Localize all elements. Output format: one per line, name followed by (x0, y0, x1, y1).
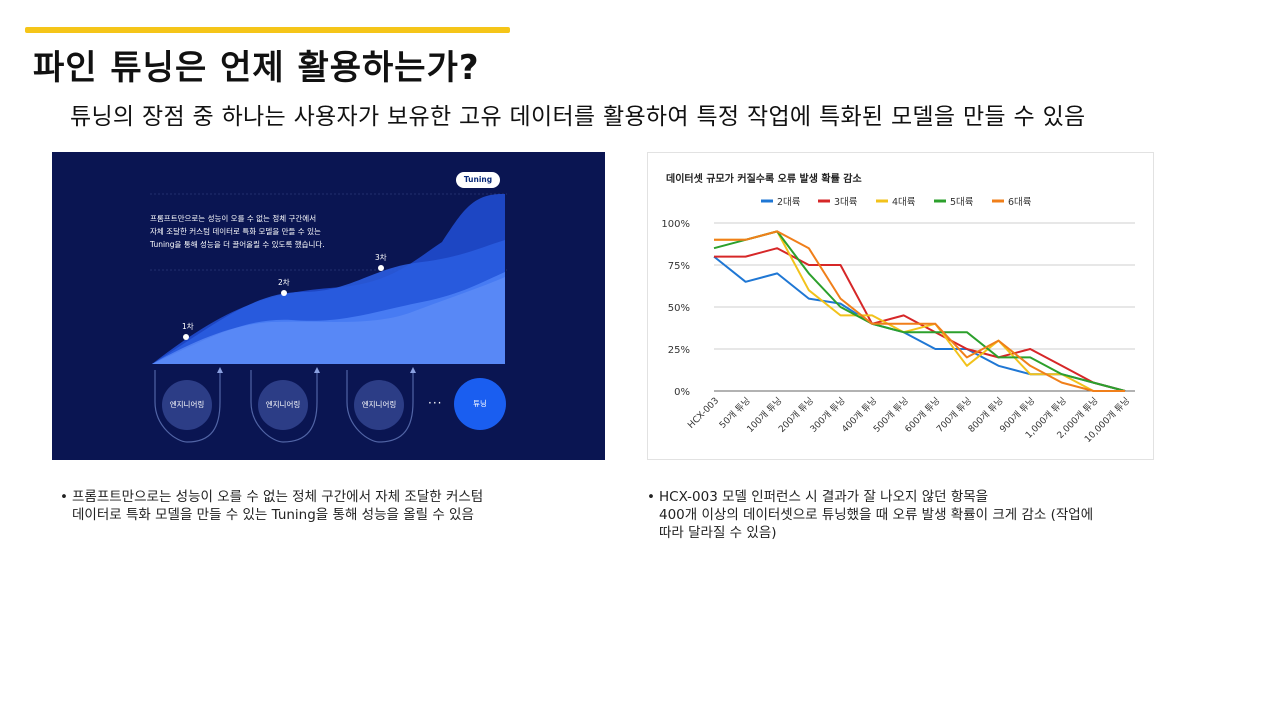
stage-label-3: 3차 (375, 253, 387, 262)
stage-label-2: 2차 (278, 278, 290, 287)
y-tick-label: 75% (668, 261, 690, 272)
series-line (714, 230, 1125, 392)
panel-description-line: 프롬프트만으로는 성능이 오를 수 없는 정체 구간에서 (150, 214, 317, 223)
bullet-icon: • (60, 489, 68, 505)
panel-description-line: Tuning을 통해 성능을 더 끌어올릴 수 있도록 했습니다. (150, 240, 325, 249)
tuning-tag: Tuning (456, 172, 500, 188)
error-rate-chart: 데이터셋 규모가 커질수록 오류 발생 확률 감소 2대륙 3대륙 4대륙 5대륙 6대륙… (647, 152, 1154, 460)
tuning-illustration: 프롬프트만으로는 성능이 오를 수 없는 정체 구간에서 자체 조달한 커스텀 … (52, 152, 605, 460)
y-tick-label: 50% (668, 303, 690, 314)
chart-canvas: 데이터셋 규모가 커질수록 오류 발생 확률 감소 2대륙 3대륙 4대륙 5대륙 6대륙… (661, 172, 1135, 445)
slide-subtitle: 튜닝의 장점 중 하나는 사용자가 보유한 고유 데이터를 활용하여 특정 작업… (70, 104, 1086, 130)
engineering-node: 엔지니어링 (354, 380, 404, 430)
left-note-line: 데이터로 특화 모델을 만들 수 있는 Tuning을 통해 성능을 올릴 수 … (72, 507, 474, 523)
left-note-line: 프롬프트만으로는 성능이 오를 수 없는 정체 구간에서 자체 조달한 커스텀 (72, 489, 484, 505)
y-tick-label: 0% (674, 387, 690, 398)
left-note: • 프롬프트만으로는 성능이 오를 수 없는 정체 구간에서 자체 조달한 커스… (60, 488, 484, 524)
bullet-icon: • (647, 489, 655, 505)
engineering-node: 엔지니어링 (258, 380, 308, 430)
slide-title: 파인 튜닝은 언제 활용하는가? (33, 48, 480, 88)
panel-description: 프롬프트만으로는 성능이 오를 수 없는 정체 구간에서 자체 조달한 커스텀 … (150, 212, 380, 251)
series-line (713, 230, 1126, 392)
chart-title: 데이터셋 규모가 커질수록 오류 발생 확률 감소 (666, 172, 862, 185)
panel-description-line: 자체 조달한 커스텀 데이터로 특화 모델을 만들 수 있는 (150, 227, 321, 236)
right-note-line: 따라 달라질 수 있음) (659, 525, 777, 541)
right-note-line: 400개 이상의 데이터셋으로 튜닝했을 때 오류 발생 확률이 크게 감소 (… (659, 507, 1094, 523)
y-tick-label: 100% (661, 219, 690, 230)
performance-waves (150, 193, 507, 443)
stage-label-1: 1차 (182, 322, 194, 331)
legend-label: 2대륙 (777, 197, 801, 208)
ellipsis: ··· (428, 396, 443, 410)
tuning-node: 튜닝 (454, 378, 506, 430)
series-line (714, 247, 1126, 392)
legend-label: 6대륙 (1008, 197, 1032, 208)
legend-label: 5대륙 (950, 197, 974, 208)
legend-label: 4대륙 (892, 197, 916, 208)
right-note-line: HCX-003 모델 인퍼런스 시 결과가 잘 나오지 않던 항목을 (659, 489, 989, 505)
series-line (714, 230, 1125, 392)
y-tick-label: 25% (668, 345, 690, 356)
engineering-node: 엔지니어링 (162, 380, 212, 430)
right-note: • HCX-003 모델 인퍼런스 시 결과가 잘 나오지 않던 항목을 400… (647, 488, 1094, 542)
legend-label: 3대륙 (834, 197, 858, 208)
x-tick-label: HCX-003 (686, 396, 721, 431)
accent-bar (25, 27, 510, 33)
